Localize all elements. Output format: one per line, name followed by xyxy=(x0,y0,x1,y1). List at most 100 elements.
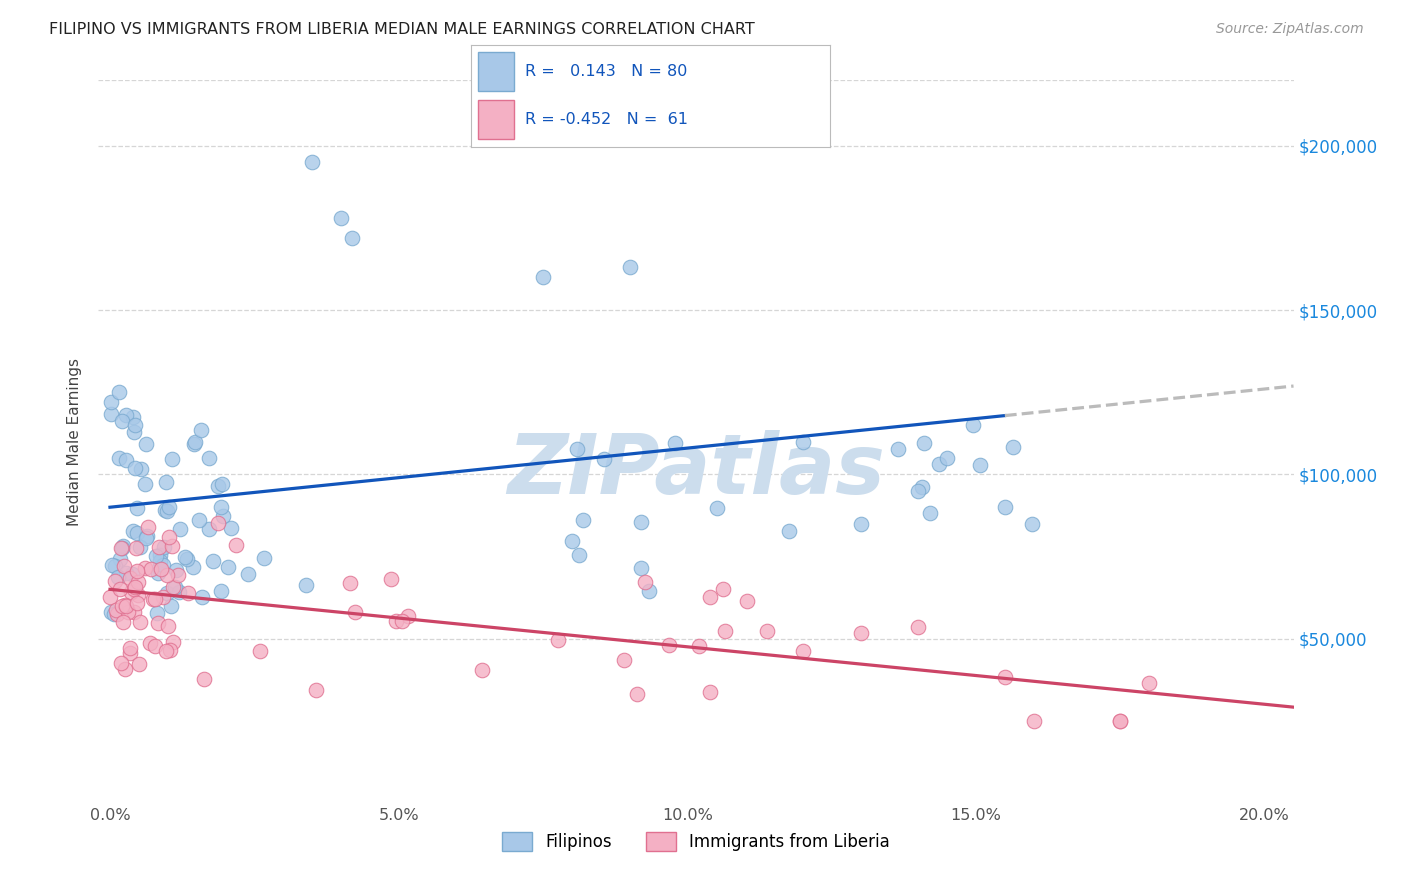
Point xyxy=(153,502,176,516)
Point xyxy=(108,384,131,399)
Point xyxy=(127,574,149,589)
Point xyxy=(122,605,145,619)
Point xyxy=(547,632,569,647)
Point xyxy=(962,417,984,432)
Point xyxy=(129,461,152,475)
Point xyxy=(568,549,591,563)
Point xyxy=(145,549,167,563)
Point xyxy=(634,574,657,589)
Point xyxy=(107,569,129,583)
Point xyxy=(212,508,235,523)
Point xyxy=(295,577,318,591)
Point xyxy=(198,522,221,536)
Point xyxy=(143,639,166,653)
Point xyxy=(120,585,142,599)
Point xyxy=(593,451,616,466)
Point xyxy=(114,662,136,676)
Point xyxy=(969,458,991,473)
Point xyxy=(339,576,361,591)
Point xyxy=(907,483,929,498)
Point xyxy=(1022,714,1045,728)
Point xyxy=(128,657,150,671)
Point xyxy=(148,615,170,630)
Point xyxy=(912,436,935,450)
Point xyxy=(792,434,814,449)
Point xyxy=(122,425,145,439)
Point xyxy=(936,450,959,465)
Point xyxy=(125,525,148,540)
Point xyxy=(103,607,125,621)
Legend: Filipinos, Immigrants from Liberia: Filipinos, Immigrants from Liberia xyxy=(494,823,898,860)
Point xyxy=(711,582,734,596)
Point xyxy=(104,602,127,616)
Point xyxy=(630,515,652,529)
Point xyxy=(342,231,364,245)
Point xyxy=(1137,676,1160,690)
Point xyxy=(305,682,328,697)
Y-axis label: Median Male Earnings: Median Male Earnings xyxy=(67,358,83,525)
Point xyxy=(211,476,233,491)
Point xyxy=(344,605,367,619)
Point xyxy=(225,538,247,552)
Point xyxy=(531,270,554,285)
Point xyxy=(755,624,778,639)
Point xyxy=(148,560,170,574)
Point xyxy=(619,260,641,275)
Point xyxy=(928,457,950,471)
Point xyxy=(124,580,146,594)
Point xyxy=(613,653,636,667)
Point xyxy=(183,436,205,450)
Point xyxy=(626,687,648,701)
Point xyxy=(688,640,710,654)
Point xyxy=(167,567,190,582)
Point xyxy=(115,452,138,467)
Point xyxy=(994,500,1017,515)
Point xyxy=(1002,441,1025,455)
Point xyxy=(911,480,934,494)
Point xyxy=(155,643,177,657)
Point xyxy=(122,582,145,596)
Point xyxy=(162,635,184,649)
Point xyxy=(329,211,352,226)
Point xyxy=(114,599,136,614)
Point xyxy=(115,566,138,581)
Point xyxy=(110,541,132,556)
Point xyxy=(156,504,179,518)
Point xyxy=(114,408,136,422)
Point xyxy=(201,553,224,567)
Point xyxy=(152,558,174,573)
Point xyxy=(152,590,174,604)
Point xyxy=(105,607,128,621)
Point xyxy=(100,407,122,421)
Point xyxy=(191,590,214,604)
Point xyxy=(219,521,242,535)
Point xyxy=(657,638,679,652)
Point xyxy=(187,514,209,528)
Point xyxy=(108,552,131,566)
Point xyxy=(849,626,872,640)
Point xyxy=(121,567,143,582)
Point xyxy=(174,550,197,565)
Point xyxy=(849,516,872,531)
Point xyxy=(167,585,190,599)
Point xyxy=(111,599,134,613)
Point xyxy=(380,572,402,586)
Point xyxy=(125,501,148,516)
Point xyxy=(149,562,172,576)
Point xyxy=(149,549,172,563)
Point xyxy=(384,614,406,628)
Point xyxy=(112,539,135,553)
Point xyxy=(120,646,142,660)
Point xyxy=(138,635,160,649)
Point xyxy=(104,574,127,588)
Point xyxy=(193,672,215,686)
Text: Source: ZipAtlas.com: Source: ZipAtlas.com xyxy=(1216,22,1364,37)
Point xyxy=(124,418,146,433)
Point xyxy=(176,586,198,600)
Point xyxy=(714,624,737,638)
Point xyxy=(120,571,142,585)
Point xyxy=(117,605,139,619)
FancyBboxPatch shape xyxy=(478,52,515,91)
Point xyxy=(183,559,205,574)
FancyBboxPatch shape xyxy=(478,100,515,139)
